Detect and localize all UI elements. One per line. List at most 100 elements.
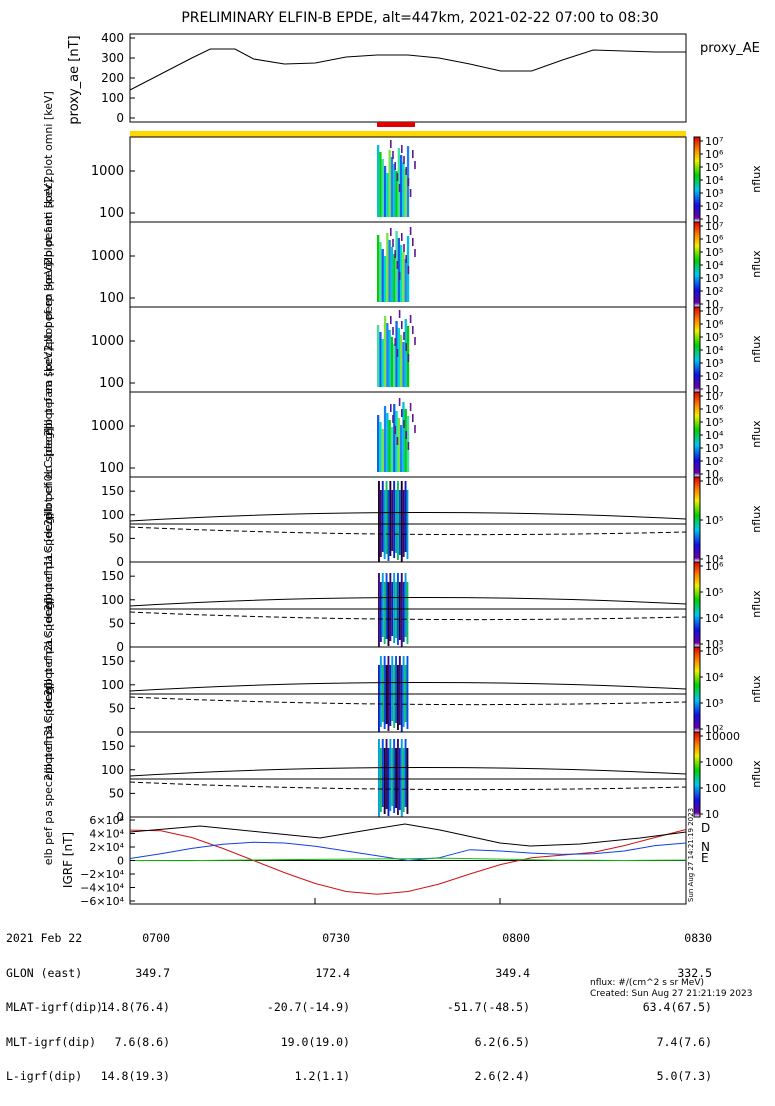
loss-cone-lower xyxy=(129,611,687,621)
colorbar-tick-label: 10² xyxy=(705,370,723,383)
pa-stripe xyxy=(395,490,397,553)
pa-stripe xyxy=(383,656,386,729)
colorbar-tick-label: 10⁴ xyxy=(705,553,724,566)
colorbar-tick-label: 10⁶ xyxy=(705,560,724,573)
ae-yticks: 0 100 200 300 400 xyxy=(101,31,135,125)
spec-stripe xyxy=(404,319,407,387)
spec-speck xyxy=(409,315,412,323)
glon-value: 172.4 xyxy=(315,965,350,980)
pa-stripe xyxy=(385,573,388,639)
pa-ylabel: elb pef pa spec2plot ch3LC [deg] xyxy=(42,683,55,865)
pa-stripe xyxy=(395,656,397,723)
spec-stripe xyxy=(381,429,384,472)
spec-speck xyxy=(412,238,414,246)
pa-stripe xyxy=(395,748,397,808)
colorbar-tick-label: 10000 xyxy=(705,730,740,743)
chart-title: PRELIMINARY ELFIN-B EPDE, alt=447km, 202… xyxy=(181,10,658,26)
ae-ylabel: proxy_ae [nT] xyxy=(67,35,82,124)
colorbar xyxy=(693,561,701,648)
igrf-ytick-label: 0 xyxy=(117,855,124,868)
row-label: MLT-igrf(dip) xyxy=(6,1034,97,1049)
loss-cone-lower xyxy=(129,526,687,536)
spec-stripe xyxy=(377,325,380,387)
spec-speck xyxy=(407,442,410,450)
pa-ytick-label: 100 xyxy=(101,678,124,692)
spec-speck xyxy=(403,420,405,428)
loss-cone-upper xyxy=(129,511,687,522)
igrf-series-N xyxy=(129,841,687,862)
pa-stripe xyxy=(404,739,407,807)
spec-stripe xyxy=(388,420,391,472)
legend-N: N xyxy=(701,840,710,854)
igrf-ytick-label: −2×10⁴ xyxy=(80,868,124,881)
spec-stripe xyxy=(400,245,403,302)
colorbar-label: nflux xyxy=(750,505,763,533)
spec-stripe xyxy=(379,332,382,387)
spec-speck xyxy=(407,266,410,274)
pa-stripe xyxy=(389,573,392,641)
colorbar-tick-label: 10⁶ xyxy=(705,318,724,331)
spec-speck xyxy=(412,326,414,334)
time-label: 0830 xyxy=(684,931,712,945)
pa-stripe xyxy=(398,490,401,555)
pa-stripe xyxy=(379,748,382,812)
spec-data-stripes xyxy=(377,310,416,387)
colorbar-ticks: 10⁴ 10⁵ 10⁶ xyxy=(700,475,724,566)
spec-stripe xyxy=(400,155,403,217)
pa-stripe xyxy=(404,481,407,552)
colorbar-tick-label: 10⁵ xyxy=(705,586,723,599)
pa-data-stripes xyxy=(378,481,409,562)
column-0700: 0700 349.7 14.8(76.4) 7.6(8.6) 14.8(19.3… xyxy=(96,910,170,1106)
nflux-units-note: nflux: #/(cm^2 s sr MeV) xyxy=(590,978,704,988)
colorbar-tick-label: 10² xyxy=(705,455,723,468)
row-label: 2021 Feb 22 xyxy=(6,931,83,945)
pa-stripe xyxy=(393,481,396,558)
pa-stripe xyxy=(406,748,409,814)
spec-speck xyxy=(414,337,416,345)
pa-stripe xyxy=(400,665,403,732)
spec-speck xyxy=(412,150,414,158)
mlt-value: 7.4(7.6) xyxy=(656,1034,712,1049)
colorbar-tick-label: 10⁵ xyxy=(705,416,723,429)
pa-stripe xyxy=(393,665,396,728)
pa-stripe xyxy=(406,656,409,729)
colorbar-tick-label: 10⁴ xyxy=(705,671,724,684)
pa-stripe xyxy=(381,481,384,552)
colorbar-tick-label: 10⁴ xyxy=(705,259,724,272)
spec-speck xyxy=(409,403,412,411)
spec-stripe xyxy=(395,171,398,217)
pa-stripe xyxy=(379,582,382,642)
colorbar-tick-label: 10⁷ xyxy=(705,390,723,403)
pa-stripe xyxy=(389,665,392,726)
spec-speck xyxy=(398,310,401,318)
spec-stripe xyxy=(397,238,400,302)
pa-yticks: 0 50 100 150 xyxy=(101,569,135,654)
spec-stripe xyxy=(383,166,387,217)
colorbar-tick-label: 10³ xyxy=(705,442,723,455)
spec-stripe xyxy=(377,415,380,472)
spec-stripe xyxy=(386,233,389,302)
colorbar-tick-label: 10⁴ xyxy=(705,429,724,442)
ae-ytick-label: 400 xyxy=(101,31,124,45)
colorbar-label: nflux xyxy=(750,675,763,703)
colorbar-tick-label: 10⁵ xyxy=(705,514,723,527)
pa-ytick-label: 0 xyxy=(116,555,124,569)
colorbar-tick-label: 10⁶ xyxy=(705,148,724,161)
pa-stripe xyxy=(395,582,397,638)
spec-stripe xyxy=(390,337,394,387)
pa-ytick-label: 0 xyxy=(116,810,124,824)
spec-stripe xyxy=(402,342,405,387)
spec-stripe xyxy=(395,231,398,302)
igrf-ytick-label: 4×10⁴ xyxy=(89,828,124,841)
colorbar-tick-label: 10⁷ xyxy=(705,220,723,233)
colorbar xyxy=(693,221,701,308)
spec-stripe xyxy=(393,404,396,472)
pa-stripe xyxy=(378,665,380,732)
spec-stripe xyxy=(402,252,405,302)
spec-stripe xyxy=(388,240,391,302)
pa-ylabel: elb pef pa spec2plot ch1LC [deg] xyxy=(42,513,55,695)
pa-stripe xyxy=(400,739,403,817)
colorbar-tick-label: 10⁵ xyxy=(705,331,723,344)
